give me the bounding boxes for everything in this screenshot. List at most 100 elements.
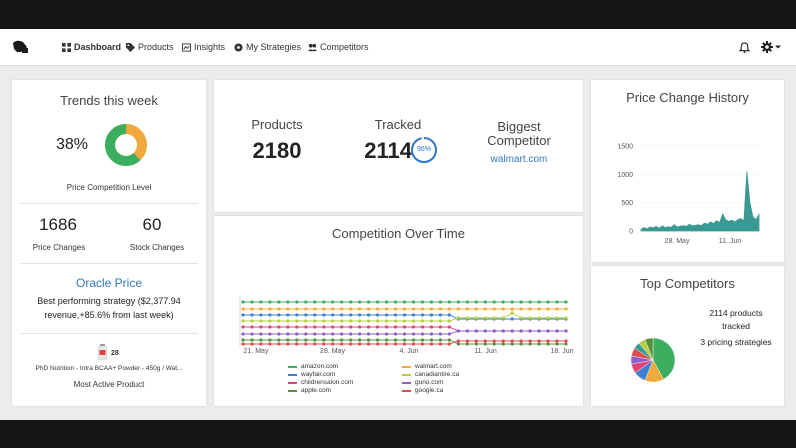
data-point[interactable]: [384, 338, 389, 342]
data-point[interactable]: [393, 332, 398, 336]
data-point[interactable]: [331, 325, 335, 329]
nav-strategies[interactable]: My Strategies: [234, 42, 301, 52]
data-point[interactable]: [340, 325, 344, 329]
data-point[interactable]: [447, 342, 451, 346]
data-point[interactable]: [295, 300, 299, 304]
data-point[interactable]: [420, 300, 425, 304]
data-point[interactable]: [492, 316, 496, 320]
nav-insights[interactable]: Insights: [182, 42, 225, 52]
data-point[interactable]: [367, 307, 371, 311]
data-point[interactable]: [492, 339, 496, 343]
data-point[interactable]: [322, 300, 326, 304]
data-point[interactable]: [375, 338, 380, 342]
data-point[interactable]: [501, 342, 505, 346]
data-point[interactable]: [358, 338, 362, 342]
nav-products[interactable]: Products: [126, 42, 174, 52]
data-point[interactable]: [420, 332, 425, 336]
data-point[interactable]: [411, 338, 416, 342]
data-point[interactable]: [313, 325, 317, 329]
pie-slice[interactable]: [652, 337, 676, 380]
data-point[interactable]: [277, 319, 281, 323]
data-point[interactable]: [313, 313, 317, 317]
data-point[interactable]: [340, 313, 344, 317]
data-point[interactable]: [295, 342, 299, 346]
data-point[interactable]: [483, 307, 487, 311]
data-point[interactable]: [331, 313, 335, 317]
data-point[interactable]: [375, 307, 380, 311]
data-point[interactable]: [268, 342, 272, 346]
data-point[interactable]: [358, 319, 362, 323]
data-point[interactable]: [295, 319, 299, 323]
data-point[interactable]: [564, 316, 568, 320]
legend-item[interactable]: canadiantire.ca: [402, 371, 459, 378]
most-active-product-name[interactable]: PhD Nutrition - Intra BCAA+ Powder - 450…: [35, 365, 183, 372]
data-point[interactable]: [358, 332, 362, 336]
data-point[interactable]: [340, 342, 344, 346]
pie-slice[interactable]: [644, 337, 654, 361]
data-point[interactable]: [510, 329, 514, 333]
data-point[interactable]: [295, 313, 299, 317]
data-point[interactable]: [501, 339, 505, 343]
data-point[interactable]: [304, 300, 308, 304]
data-point[interactable]: [349, 342, 353, 346]
data-point[interactable]: [492, 307, 496, 311]
legend-item[interactable]: google.ca: [402, 387, 443, 394]
biggest-competitor-link[interactable]: walmart.com: [490, 154, 548, 165]
logo-icon[interactable]: [11, 39, 29, 55]
bell-icon[interactable]: [739, 42, 750, 53]
data-point[interactable]: [420, 307, 425, 311]
data-point[interactable]: [438, 313, 442, 317]
data-point[interactable]: [447, 313, 451, 317]
data-point[interactable]: [402, 300, 407, 304]
data-point[interactable]: [546, 307, 550, 311]
data-point[interactable]: [555, 316, 559, 320]
data-point[interactable]: [241, 332, 245, 336]
data-point[interactable]: [411, 332, 416, 336]
legend-item[interactable]: childrensalon.com: [288, 379, 353, 386]
data-point[interactable]: [465, 342, 469, 346]
data-point[interactable]: [528, 342, 532, 346]
data-point[interactable]: [438, 332, 442, 336]
data-point[interactable]: [555, 307, 559, 311]
data-point[interactable]: [483, 342, 487, 346]
data-point[interactable]: [277, 342, 281, 346]
data-point[interactable]: [411, 342, 416, 346]
data-point[interactable]: [367, 338, 371, 342]
data-point[interactable]: [474, 316, 478, 320]
data-point[interactable]: [537, 342, 541, 346]
data-point[interactable]: [555, 300, 559, 304]
data-point[interactable]: [241, 300, 245, 304]
data-point[interactable]: [268, 300, 272, 304]
data-point[interactable]: [492, 342, 496, 346]
data-point[interactable]: [564, 300, 568, 304]
data-point[interactable]: [277, 325, 281, 329]
data-point[interactable]: [259, 307, 263, 311]
data-point[interactable]: [402, 338, 407, 342]
data-point[interactable]: [277, 307, 281, 311]
data-point[interactable]: [510, 339, 514, 343]
data-point[interactable]: [447, 338, 451, 342]
data-point[interactable]: [546, 342, 550, 346]
data-point[interactable]: [259, 313, 263, 317]
area-series[interactable]: [640, 171, 760, 232]
legend-item[interactable]: apple.com: [288, 387, 331, 394]
data-point[interactable]: [367, 332, 371, 336]
data-point[interactable]: [537, 316, 541, 320]
data-point[interactable]: [393, 300, 398, 304]
data-point[interactable]: [331, 307, 335, 311]
data-point[interactable]: [474, 307, 478, 311]
data-point[interactable]: [241, 338, 245, 342]
data-point[interactable]: [456, 329, 460, 333]
data-point[interactable]: [438, 338, 442, 342]
data-point[interactable]: [492, 329, 496, 333]
data-point[interactable]: [528, 316, 532, 320]
data-point[interactable]: [402, 325, 407, 329]
data-point[interactable]: [384, 332, 389, 336]
data-point[interactable]: [268, 313, 272, 317]
data-point[interactable]: [384, 300, 389, 304]
data-point[interactable]: [429, 300, 434, 304]
data-point[interactable]: [384, 313, 389, 317]
data-point[interactable]: [411, 307, 416, 311]
data-point[interactable]: [367, 313, 371, 317]
data-point[interactable]: [393, 342, 398, 346]
